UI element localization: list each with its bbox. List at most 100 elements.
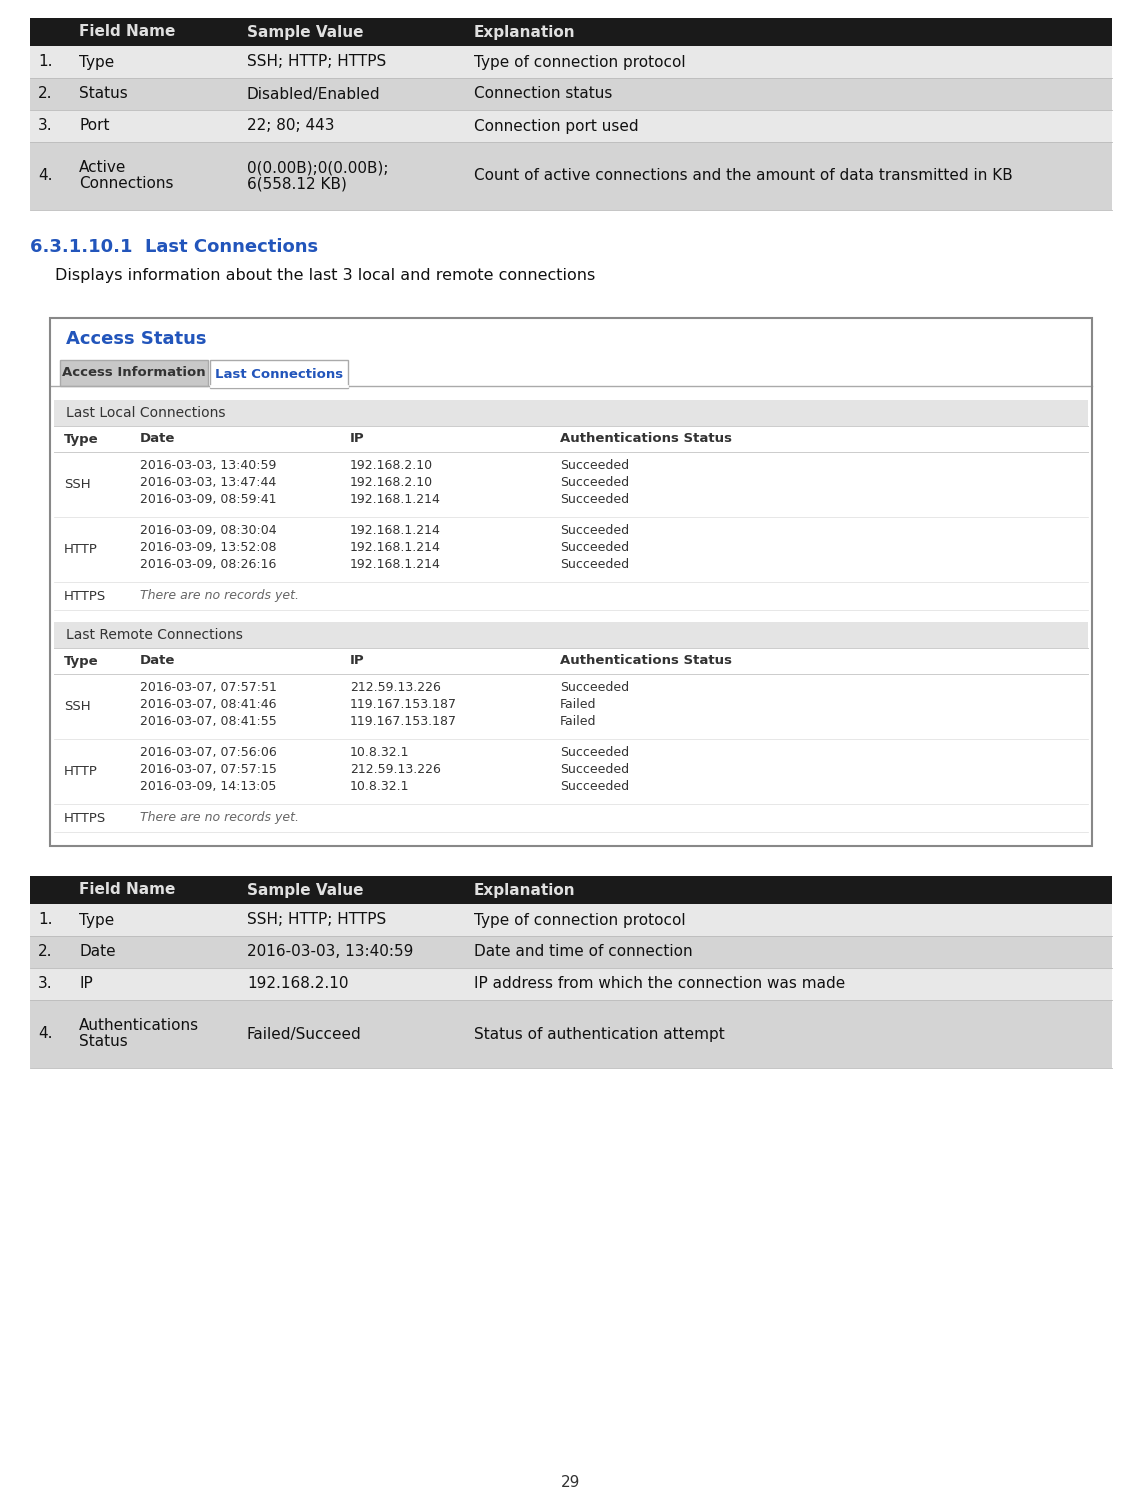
Text: There are no records yet.: There are no records yet. [140, 812, 299, 824]
Text: 10.8.32.1: 10.8.32.1 [349, 745, 410, 759]
Bar [466, 110, 1112, 142]
Text: 0(0.00B);0(0.00B);: 0(0.00B);0(0.00B); [247, 160, 388, 175]
Bar [239, 110, 466, 142]
Text: IP: IP [79, 976, 93, 991]
Text: Last Connections: Last Connections [215, 368, 343, 380]
Bar [239, 877, 466, 904]
Bar [466, 936, 1112, 967]
Text: 4.: 4. [38, 1026, 53, 1041]
Text: Type: Type [79, 54, 114, 69]
Text: Access Status: Access Status [66, 330, 207, 349]
Bar [30, 904, 71, 936]
Text: 192.168.2.10: 192.168.2.10 [247, 976, 348, 991]
Bar [239, 45, 466, 78]
Bar [466, 18, 1112, 45]
Text: 192.168.1.214: 192.168.1.214 [349, 493, 441, 506]
Text: Succeeded: Succeeded [560, 459, 629, 472]
Text: 192.168.2.10: 192.168.2.10 [349, 459, 433, 472]
Text: Connection port used: Connection port used [474, 119, 638, 133]
Text: Disabled/Enabled: Disabled/Enabled [247, 86, 380, 101]
Text: 10.8.32.1: 10.8.32.1 [349, 780, 410, 794]
Text: Active: Active [79, 160, 127, 175]
Text: Type: Type [64, 655, 98, 667]
Text: SSH; HTTP; HTTPS: SSH; HTTP; HTTPS [247, 54, 386, 69]
Text: Succeeded: Succeeded [560, 493, 629, 506]
Text: 4.: 4. [38, 169, 53, 184]
Text: SSH: SSH [64, 478, 90, 490]
Text: 192.168.2.10: 192.168.2.10 [349, 475, 433, 489]
Text: 119.167.153.187: 119.167.153.187 [349, 715, 457, 727]
Bar [30, 110, 71, 142]
Text: 2016-03-07, 08:41:46: 2016-03-07, 08:41:46 [140, 699, 276, 711]
Bar [30, 1000, 71, 1068]
Text: Succeeded: Succeeded [560, 681, 629, 694]
Bar [239, 967, 466, 1000]
Bar [466, 142, 1112, 210]
Text: 6.3.1.10.1  Last Connections: 6.3.1.10.1 Last Connections [30, 238, 319, 257]
Text: 2016-03-07, 07:56:06: 2016-03-07, 07:56:06 [140, 745, 276, 759]
Bar [71, 18, 239, 45]
Text: IP: IP [349, 433, 364, 445]
Text: 212.59.13.226: 212.59.13.226 [349, 764, 441, 776]
Text: 2016-03-09, 08:59:41: 2016-03-09, 08:59:41 [140, 493, 276, 506]
Text: 192.168.1.214: 192.168.1.214 [349, 542, 441, 554]
Text: Status: Status [79, 86, 128, 101]
Bar [30, 142, 71, 210]
Text: Status of authentication attempt: Status of authentication attempt [474, 1026, 725, 1041]
Bar [71, 45, 239, 78]
Text: Type of connection protocol: Type of connection protocol [474, 54, 685, 69]
Text: Field Name: Field Name [79, 24, 176, 39]
Text: 6(558.12 KB): 6(558.12 KB) [247, 177, 347, 192]
Text: 2.: 2. [38, 945, 53, 960]
Text: Date and time of connection: Date and time of connection [474, 945, 693, 960]
Text: Explanation: Explanation [474, 883, 576, 898]
Text: Port: Port [79, 119, 110, 133]
Text: Type: Type [79, 913, 114, 928]
Bar [239, 142, 466, 210]
Bar [61, 361, 208, 386]
Text: 119.167.153.187: 119.167.153.187 [349, 699, 457, 711]
Text: Succeeded: Succeeded [560, 542, 629, 554]
Text: Succeeded: Succeeded [560, 524, 629, 537]
Text: Failed/Succeed: Failed/Succeed [247, 1026, 362, 1041]
Text: 212.59.13.226: 212.59.13.226 [349, 681, 441, 694]
Text: Status: Status [79, 1035, 128, 1049]
Text: Count of active connections and the amount of data transmitted in KB: Count of active connections and the amou… [474, 169, 1013, 184]
Text: There are no records yet.: There are no records yet. [140, 590, 299, 602]
Text: 2016-03-07, 07:57:15: 2016-03-07, 07:57:15 [140, 764, 276, 776]
Text: Failed: Failed [560, 715, 596, 727]
Text: Authentications Status: Authentications Status [560, 433, 732, 445]
Text: Sample Value: Sample Value [247, 883, 363, 898]
Text: Last Local Connections: Last Local Connections [66, 406, 225, 420]
Bar [71, 1000, 239, 1068]
Text: 2016-03-03, 13:40:59: 2016-03-03, 13:40:59 [247, 945, 413, 960]
Text: 1.: 1. [38, 54, 53, 69]
Text: HTTP: HTTP [64, 543, 98, 555]
Bar [30, 45, 71, 78]
Text: HTTPS: HTTPS [64, 590, 106, 602]
Bar [239, 1000, 466, 1068]
Text: 2016-03-03, 13:47:44: 2016-03-03, 13:47:44 [140, 475, 276, 489]
Text: 2016-03-07, 08:41:55: 2016-03-07, 08:41:55 [140, 715, 276, 727]
Text: 2.: 2. [38, 86, 53, 101]
Text: Field Name: Field Name [79, 883, 176, 898]
Text: 22; 80; 443: 22; 80; 443 [247, 119, 335, 133]
Text: 192.168.1.214: 192.168.1.214 [349, 524, 441, 537]
Text: Date: Date [140, 655, 176, 667]
Text: 192.168.1.214: 192.168.1.214 [349, 558, 441, 570]
Bar [239, 904, 466, 936]
Bar [239, 78, 466, 110]
Text: Last Remote Connections: Last Remote Connections [66, 628, 243, 641]
Text: Authentications Status: Authentications Status [560, 655, 732, 667]
Bar [71, 78, 239, 110]
Bar [466, 1000, 1112, 1068]
Bar [71, 936, 239, 967]
Text: Date: Date [79, 945, 115, 960]
Text: 3.: 3. [38, 119, 53, 133]
Text: Date: Date [140, 433, 176, 445]
Text: Type: Type [64, 433, 98, 445]
Text: SSH: SSH [64, 700, 90, 712]
Text: Succeeded: Succeeded [560, 780, 629, 794]
Bar [54, 622, 1088, 647]
Bar [466, 877, 1112, 904]
